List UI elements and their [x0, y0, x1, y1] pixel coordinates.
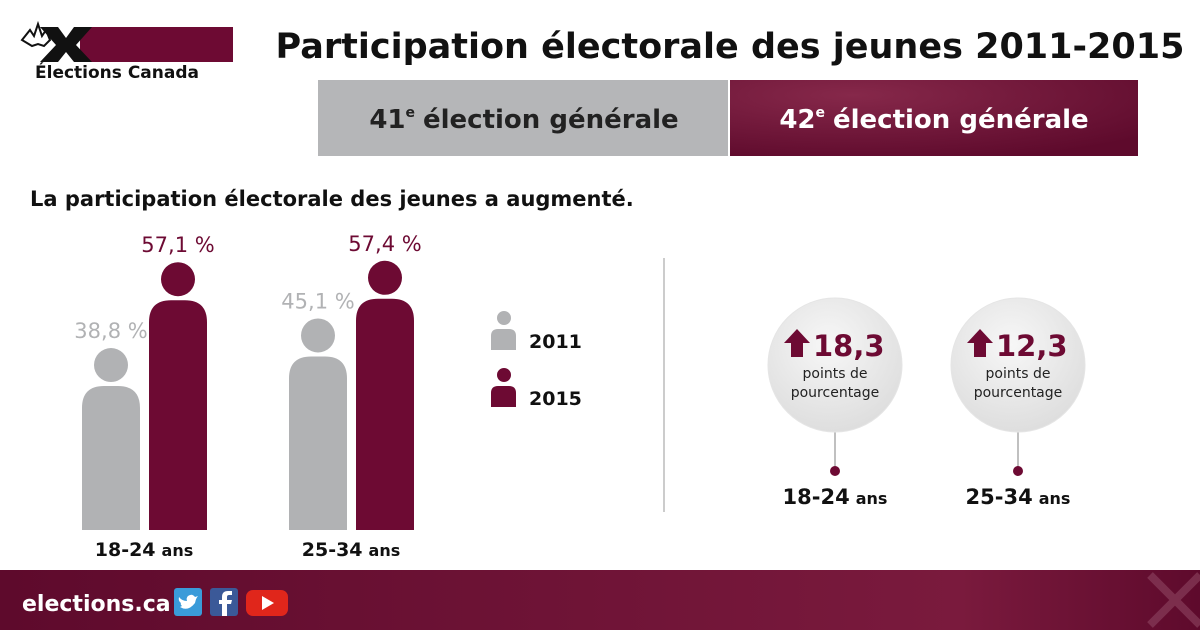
category-suffix: ans: [1039, 489, 1071, 508]
legend-label: 2015: [529, 388, 582, 410]
legend-label: 2011: [529, 331, 582, 353]
logo-text: Élections Canada: [35, 61, 199, 83]
category-suffix: ans: [162, 541, 194, 560]
category: 18-24: [95, 539, 156, 561]
chart-title: La participation électorale des jeunes a…: [30, 187, 634, 211]
category: 18-24: [783, 485, 850, 509]
value-label: 57,1 %: [141, 233, 214, 257]
x-tick-label: 25-34 ans: [302, 539, 401, 561]
stem-dot: [830, 466, 840, 476]
category: 25-34: [966, 485, 1033, 509]
person-bar: [356, 260, 414, 530]
person-bar: [82, 348, 140, 530]
change-value: 12,3: [996, 329, 1068, 363]
legend-icon: [491, 368, 516, 407]
change-value: 18,3: [813, 329, 885, 363]
decor-x: [1147, 572, 1200, 628]
change-category: 18-24 ans: [783, 485, 888, 509]
value-label: 38,8 %: [74, 319, 147, 343]
tab-41: [318, 80, 728, 156]
up-arrow: [967, 329, 993, 357]
person-bar: [289, 318, 347, 530]
category: 25-34: [302, 539, 363, 561]
x-tick-label: 18-24 ans: [95, 539, 194, 561]
logo: Élections Canada: [20, 20, 233, 83]
value-label: 57,4 %: [348, 232, 421, 256]
change-unit: points de: [986, 366, 1051, 382]
tab-label: 42e élection générale: [779, 105, 1088, 135]
change-circle: [767, 297, 903, 433]
change-circle: [950, 297, 1086, 433]
change-unit: points de: [803, 366, 868, 382]
tab-42: [730, 80, 1138, 156]
up-arrow: [784, 329, 810, 357]
social-icons: [174, 588, 288, 616]
change-unit: pourcentage: [791, 385, 880, 401]
legend-icon: [491, 311, 516, 350]
footer-url: elections.ca: [22, 592, 171, 617]
change-unit: pourcentage: [974, 385, 1063, 401]
category-suffix: ans: [369, 541, 401, 560]
stem-dot: [1013, 466, 1023, 476]
value-label: 45,1 %: [281, 289, 354, 313]
change-category: 25-34 ans: [966, 485, 1071, 509]
title: Participation électorale des jeunes 2011…: [276, 27, 1185, 67]
category-suffix: ans: [856, 489, 888, 508]
person-bar: [149, 262, 207, 530]
tab-label: 41e élection générale: [369, 105, 678, 135]
